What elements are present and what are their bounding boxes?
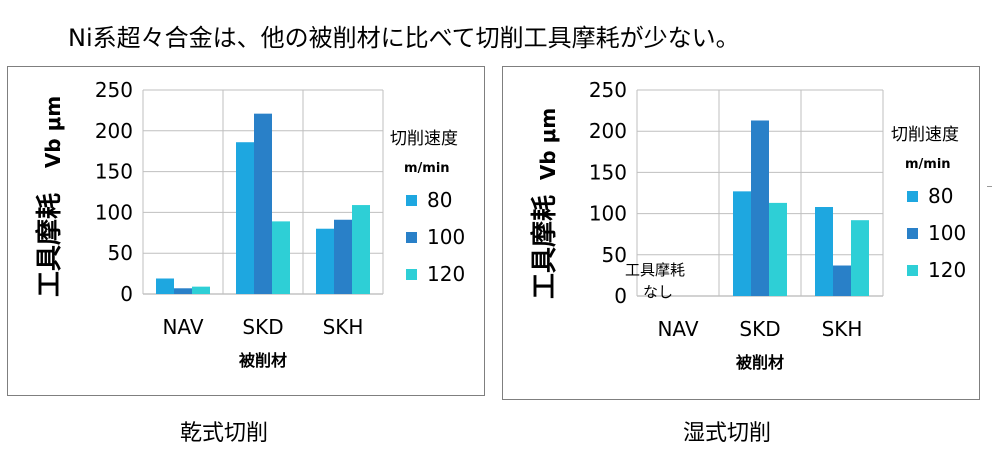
headline: Ni系超々合金は、他の被削材に比べて切削工具摩耗が少ない。 [68,24,740,52]
bar [851,220,869,296]
y-axis-unit: Vb μm [536,108,560,180]
chart-dry-svg: 0 50 100 150 200 250 NAV SKD SKH 被削材 工具摩耗 Vb μm 切削速度… [34,78,465,370]
x-category-label: NAV [162,315,203,339]
legend-swatch [907,228,918,239]
legend-title: 切削速度 [891,125,959,145]
y-tick-label: 100 [589,202,627,226]
legend-unit: m/min [905,157,951,172]
legend-entry-label: 120 [427,262,465,286]
legend-swatch [406,195,417,206]
bar [833,265,851,296]
legend-entry-label: 80 [427,188,452,212]
y-tick-label: 200 [589,119,627,143]
bar [815,207,833,296]
legend-entry-label: 80 [928,184,953,208]
bar [174,288,192,294]
caption-wet: 湿式切削 [683,421,772,446]
x-category-label: NAV [657,317,698,341]
chart-wet-svg: 0 50 100 150 200 250 NAV SKD SKH 被削材 工具摩耗 Vb μm 切削速度… [529,78,966,372]
bar [733,191,751,296]
y-axis-unit: Vb μm [41,96,65,168]
y-tick-label: 50 [108,241,133,265]
annotation-line: なし [643,283,673,301]
annotation-line: 工具摩耗 [625,261,685,279]
bar [236,142,254,294]
bar [316,228,334,294]
bar [352,205,370,294]
legend-swatch [907,191,918,202]
legend-swatch [406,269,417,280]
legend-entry-label: 120 [928,258,966,282]
legend-swatch [406,232,417,243]
y-tick-label: 50 [602,243,627,267]
y-tick-label: 150 [589,160,627,184]
legend-swatch [907,265,918,276]
y-tick-label: 100 [95,200,133,224]
bar [272,221,290,294]
bar [334,219,352,294]
bar [156,278,174,294]
y-tick-label: 150 [95,160,133,184]
x-category-label: SKD [242,315,283,339]
edge-dash-line [987,186,992,187]
y-axis-title: 工具摩耗 [529,195,560,299]
chart-panel-wet: 0 50 100 150 200 250 NAV SKD SKH 被削材 工具摩耗 Vb μm 切削速度… [502,66,980,400]
x-axis-title: 被削材 [736,353,784,372]
bar [769,202,787,296]
caption-dry: 乾式切削 [180,421,269,446]
legend-entry-label: 100 [427,225,465,249]
x-axis-title: 被削材 [239,351,287,370]
x-category-label: SKH [323,315,364,339]
bar [254,113,272,294]
x-category-label: SKH [822,317,863,341]
legend-title: 切削速度 [390,129,458,149]
bar [751,120,769,296]
x-category-label: SKD [739,317,780,341]
y-tick-label: 250 [95,78,133,102]
y-tick-label: 0 [614,284,627,308]
legend-unit: m/min [404,161,450,176]
y-tick-label: 0 [120,282,133,306]
bar [192,286,210,294]
legend-entry-label: 100 [928,221,966,245]
y-tick-label: 250 [589,78,627,102]
chart-panel-dry: 0 50 100 150 200 250 NAV SKD SKH 被削材 工具摩耗 Vb μm 切削速度… [7,66,485,396]
y-axis-title: 工具摩耗 [34,193,65,297]
y-tick-label: 200 [95,119,133,143]
